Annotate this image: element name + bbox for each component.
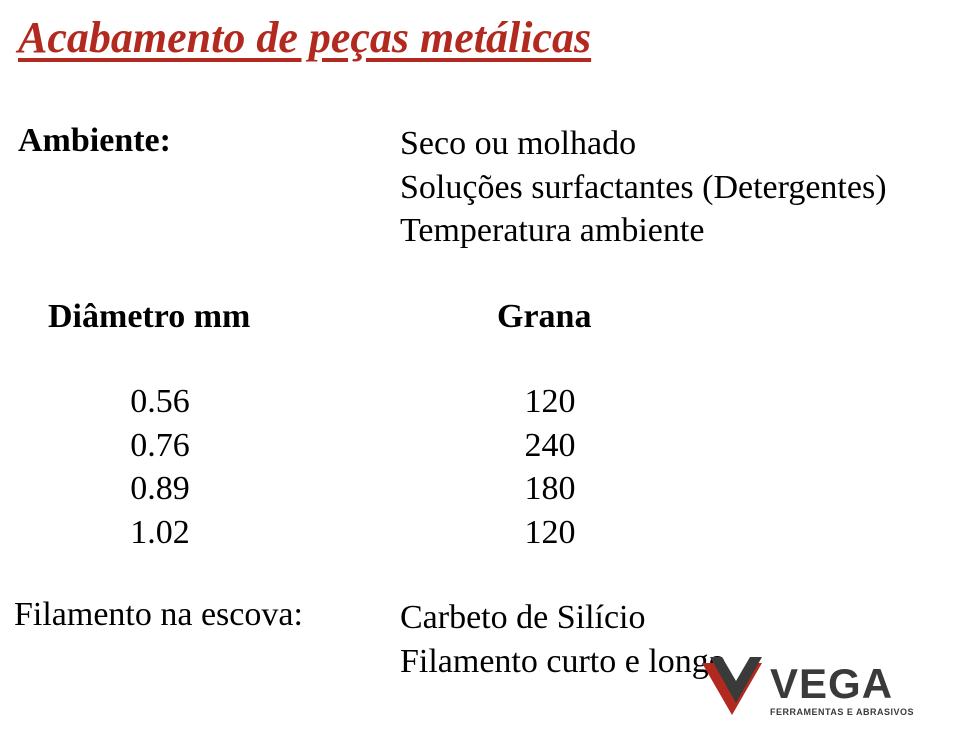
filamento-values: Carbeto de Silício Filamento curto e lon…	[400, 596, 726, 683]
table-header-grit: Grana	[497, 298, 591, 336]
vega-logo: VEGA FERRAMENTAS E ABRASIVOS	[702, 657, 942, 735]
page-title: Acabamento de peças metálicas	[18, 12, 591, 63]
ambiente-label: Ambiente:	[18, 122, 171, 160]
table-cell: 180	[505, 467, 595, 511]
table-cell: 0.89	[115, 467, 205, 511]
table-cell: 0.56	[115, 380, 205, 424]
table-cell: 120	[505, 511, 595, 555]
table-cell: 1.02	[115, 511, 205, 555]
ambiente-values: Seco ou molhado Soluções surfactantes (D…	[400, 122, 887, 253]
ambiente-line: Seco ou molhado	[400, 122, 887, 166]
grit-column: 120 240 180 120	[505, 380, 595, 554]
filamento-label: Filamento na escova:	[14, 596, 303, 634]
table-cell: 240	[505, 424, 595, 468]
logo-chevron-icon	[702, 657, 768, 727]
diameter-column: 0.56 0.76 0.89 1.02	[115, 380, 205, 554]
table-cell: 0.76	[115, 424, 205, 468]
logo-brand-text: VEGA	[770, 663, 914, 705]
table-header-diameter: Diâmetro mm	[48, 298, 250, 336]
logo-subtitle: FERRAMENTAS E ABRASIVOS	[770, 707, 914, 717]
filamento-line: Filamento curto e longo	[400, 640, 726, 684]
filamento-line: Carbeto de Silício	[400, 596, 726, 640]
table-cell: 120	[505, 380, 595, 424]
ambiente-line: Soluções surfactantes (Detergentes)	[400, 166, 887, 210]
ambiente-line: Temperatura ambiente	[400, 209, 887, 253]
